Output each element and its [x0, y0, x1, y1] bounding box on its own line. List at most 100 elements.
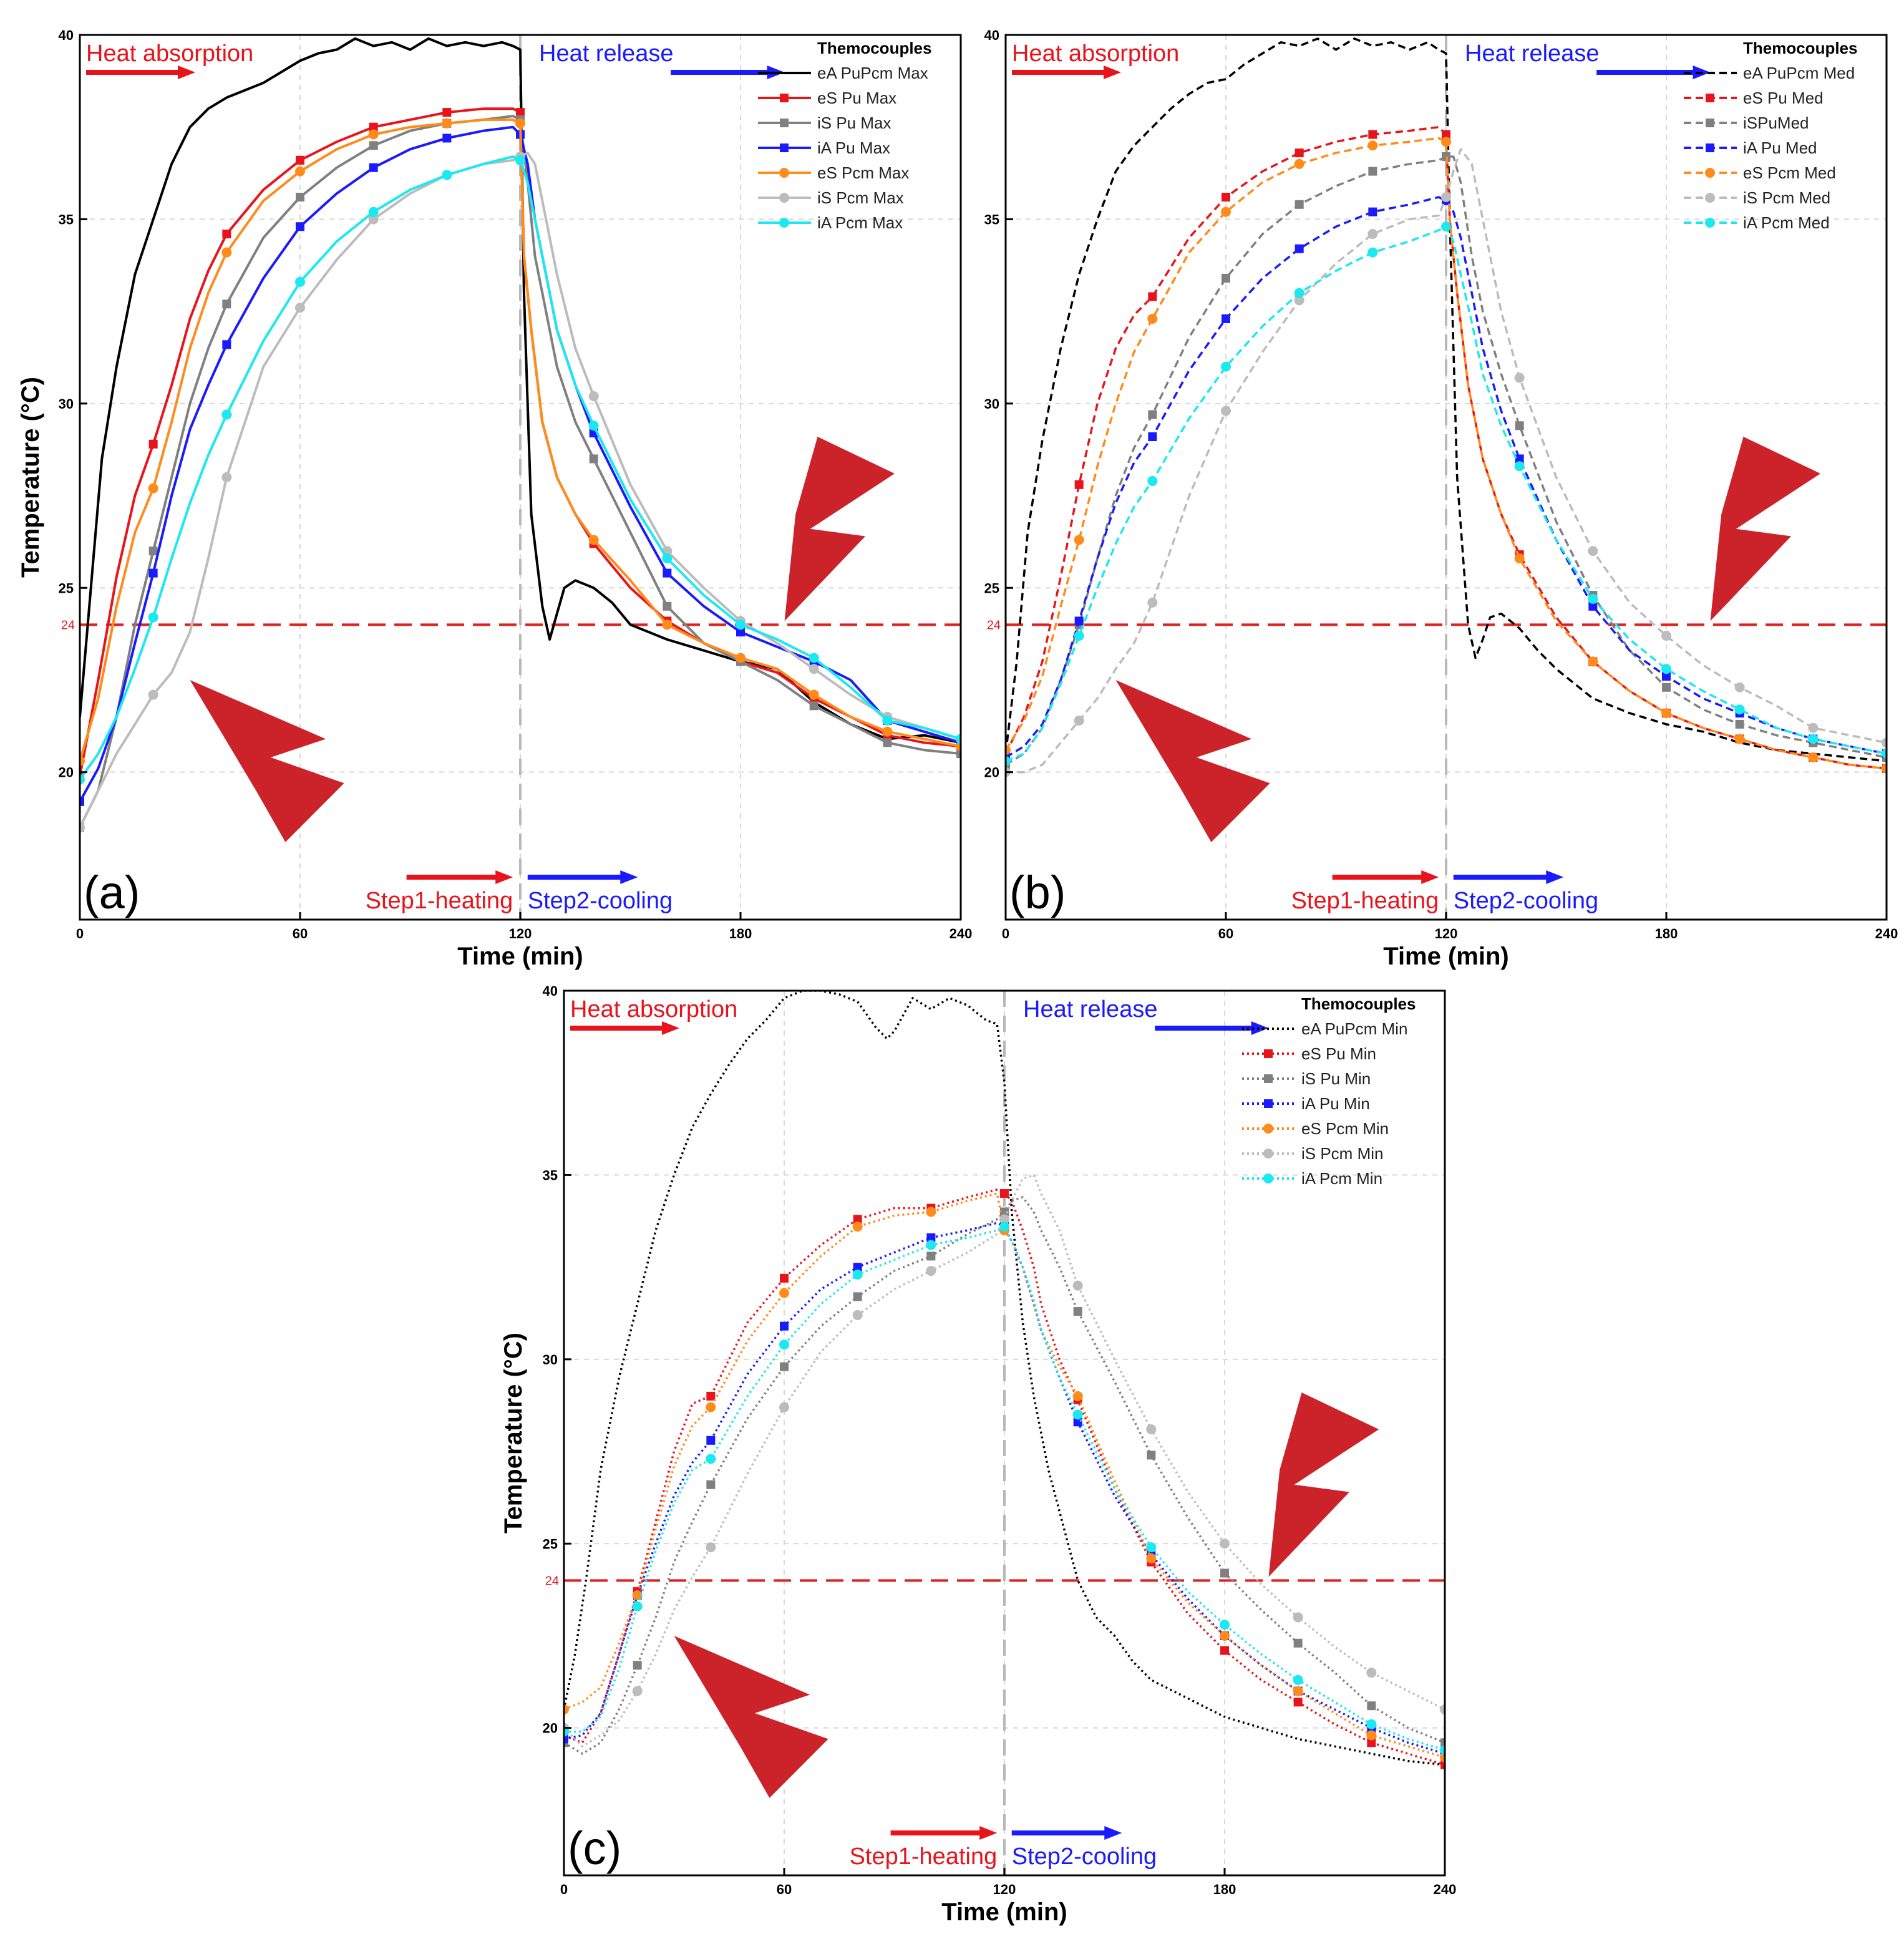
panel-c-series-ia-pcm-min-marker	[926, 1240, 936, 1250]
panel-a-series-es-pcm-max-marker	[221, 247, 232, 258]
panel-b-legend-ea-pupcm-med-label: eA PuPcm Med	[1743, 64, 1855, 82]
panel-c-step2-label: Step2-cooling	[1012, 1844, 1157, 1870]
panel-a-series-ia-pu-max-marker	[369, 163, 378, 172]
panel-b-x-axis-label: Time (min)	[1383, 943, 1509, 970]
panel-b-series-ia-pcm-med-marker	[1808, 734, 1819, 744]
panel-b-legend-ia-pcm-med-swatch-marker	[1705, 218, 1715, 228]
panel-c-series-ia-pcm-min-marker	[999, 1222, 1009, 1232]
panel-c-series-es-pcm-min-marker	[632, 1590, 643, 1600]
panel-a-series-ia-pcm-max-marker	[736, 620, 746, 630]
panel-c-legend-is-pcm-min-swatch-marker	[1263, 1149, 1273, 1159]
panel-a-series-es-pcm-max-marker	[809, 689, 819, 700]
panel-c-series-is-pu-min-marker	[1147, 1451, 1156, 1460]
panel-b-series-ispumed-marker	[1222, 273, 1230, 283]
panel-a-series-es-pcm-max-line	[80, 118, 961, 762]
panel-b-legend: Themocouples eA PuPcm Med eS Pu Med iSPuMed…	[1684, 39, 1857, 232]
panel-a-legend-is-pu-max-swatch-marker	[780, 119, 789, 127]
panel-c-series-is-pcm-min-marker	[779, 1402, 789, 1412]
panel-a-xtick-label-4: 240	[950, 926, 973, 941]
panel-c-series-ia-pcm-min-marker	[852, 1269, 863, 1280]
panel-b-series-ia-pcm-med-marker	[1514, 461, 1525, 472]
panel-a-series-is-pu-max-marker	[148, 547, 158, 556]
panel-c-series	[564, 991, 1445, 1769]
panel-a-series-ia-pcm-max-marker	[80, 774, 85, 785]
panel-a-series-es-pcm-max-marker	[368, 129, 379, 140]
panel-c-series-es-pcm-min-marker	[1072, 1391, 1083, 1401]
panel-c-series-ia-pu-min-marker	[780, 1321, 789, 1331]
panel-a-reference-label: 24	[61, 618, 75, 632]
panel-c-step2-arrow-head	[1104, 1826, 1122, 1840]
panel-c-ytick-label-0: 20	[543, 1721, 558, 1736]
panel-b-series-es-pu-med-marker	[1442, 130, 1450, 139]
panel-c-series-ia-pcm-min-marker	[1072, 1409, 1083, 1420]
panel-b-ytick-label-2: 30	[984, 396, 999, 412]
panel-c-series-es-pu-min-marker	[853, 1215, 862, 1224]
panel-a-series-is-pu-max-marker	[883, 738, 892, 747]
panel-c-series-ia-pcm-min-marker	[1220, 1620, 1230, 1630]
panel-a-series-es-pu-max-marker	[369, 122, 378, 132]
panel-c-series-es-pu-min-marker	[1293, 1698, 1303, 1707]
panel-a-series-es-pcm-max-marker	[148, 483, 158, 493]
panel-a-legend-es-pu-max-label: eS Pu Max	[817, 89, 896, 107]
panel-a-step1-label: Step1-heating	[366, 888, 513, 914]
panel-b-series-ia-pcm-med-marker	[1221, 361, 1231, 372]
panel-b-series-ia-pcm-med-marker	[1367, 247, 1378, 258]
panel-a-series-ia-pcm-max-marker	[662, 553, 673, 563]
panel-b-series-es-pcm-med-marker	[1588, 656, 1598, 667]
panel-a-series-ia-pu-max-marker	[148, 568, 158, 578]
panel-a-series-es-pcm-max-marker	[736, 653, 746, 663]
panel-c-series-is-pcm-min-marker	[999, 1214, 1009, 1225]
panel-a-legend-es-pcm-max-label: eS Pcm Max	[817, 163, 909, 182]
panel-c-series-es-pcm-min-marker	[1220, 1630, 1230, 1641]
panel-b-series-ia-pcm-med-marker	[1006, 756, 1011, 766]
panel-b-series-is-pcm-med-marker	[1808, 722, 1819, 733]
panel-b-legend-ia-pu-med-label: iA Pu Med	[1743, 138, 1817, 157]
panel-b-series-es-pu-med-marker	[1074, 480, 1084, 489]
panel-c-step1-arrow-head	[979, 1826, 998, 1840]
panel-c-series-ia-pcm-min-marker	[564, 1726, 569, 1737]
panel-b-series-is-pcm-med-marker	[1294, 295, 1304, 306]
panel-a-step2-label: Step2-cooling	[528, 888, 673, 914]
panel-c-xtick-label-3: 180	[1213, 1882, 1236, 1897]
panel-c-series-ia-pu-min-marker	[706, 1436, 716, 1445]
panel-b-heat-release-label: Heat release	[1465, 41, 1599, 67]
panel-a-series-ea-pupcm-max-line	[80, 37, 961, 744]
panel-b-legend-is-pcm-med-label: iS Pcm Med	[1743, 188, 1830, 207]
panel-c-series-is-pcm-min-marker	[706, 1542, 716, 1553]
panel-c-legend-ia-pu-min-swatch-marker	[1264, 1099, 1273, 1108]
panel-c-xtick-label-4: 240	[1434, 1882, 1457, 1897]
panel-b-legend-ia-pu-med-swatch-marker	[1706, 143, 1714, 152]
panel-b-step2-label: Step2-cooling	[1454, 888, 1598, 914]
panel-b-legend-es-pcm-med-swatch-marker	[1705, 168, 1715, 178]
panel-a-legend-is-pcm-max-swatch-marker	[779, 193, 789, 203]
panel-b-legend-ispumed-label: iSPuMed	[1743, 114, 1809, 132]
panel-a-series-is-pu-max-marker	[809, 701, 818, 711]
panel-a-series-ia-pu-max-marker	[736, 628, 745, 637]
panel-b-xtick-label-1: 60	[1218, 926, 1233, 941]
panel-a-series-is-pcm-max-marker	[148, 689, 158, 700]
panel-a-series-ia-pcm-max-marker	[956, 734, 961, 744]
panel-b-ytick-label-0: 20	[984, 765, 999, 780]
panel-b-series-is-pcm-med-marker	[1661, 631, 1671, 641]
panel-b-series-es-pcm-med-marker	[1367, 140, 1378, 151]
panel-c-series-ia-pcm-min-marker	[1146, 1542, 1157, 1553]
panel-b-series-ia-pcm-med-marker	[1882, 749, 1887, 759]
panel-b-series-ia-pcm-med-marker	[1441, 221, 1451, 232]
panel-c-legend-es-pu-min-label: eS Pu Min	[1301, 1044, 1376, 1063]
panel-b-series-is-pcm-med-marker	[1882, 737, 1887, 748]
panel-c-series-is-pu-min-marker	[1073, 1307, 1082, 1316]
panel-c-series-is-pu-min-marker	[1293, 1638, 1303, 1648]
panel-c-series-ia-pu-min-line	[564, 1222, 1445, 1755]
panel-a-series-ia-pcm-max-marker	[295, 276, 305, 287]
panel-a-ytick-label-2: 30	[59, 396, 74, 412]
panel-b-series-is-pcm-med-line	[1006, 148, 1887, 774]
panel-a-series-ia-pu-max-marker	[222, 340, 231, 349]
panel-b-series-es-pcm-med-marker	[1514, 553, 1525, 563]
panel-c-series-es-pcm-min-marker	[564, 1704, 569, 1715]
panel-c-legend-es-pu-min-swatch-marker	[1264, 1049, 1273, 1058]
panel-a-series-es-pu-max-marker	[222, 230, 231, 239]
panel-b-series-es-pcm-med-marker	[1882, 763, 1887, 774]
panel-b-legend-es-pu-med-swatch-marker	[1706, 94, 1714, 102]
panel-b-heat-absorption-arrow	[1012, 66, 1121, 79]
